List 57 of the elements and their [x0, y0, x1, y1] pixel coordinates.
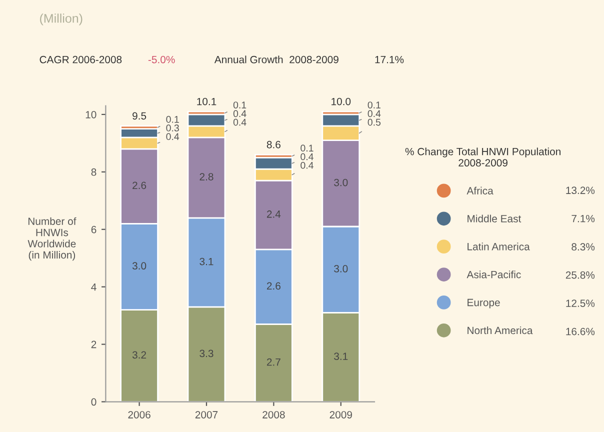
- x-tick-label: 2008: [262, 411, 285, 418]
- data-label: 2.4: [266, 210, 281, 218]
- data-label: 2.7: [266, 358, 280, 366]
- text: 16.6%: [566, 328, 595, 336]
- data-label: 0.4: [300, 153, 314, 160]
- data-label: 0.1: [300, 144, 314, 152]
- data-label: 0.4: [233, 110, 246, 118]
- text: 8.3%: [572, 243, 595, 251]
- text: CAGR 2006-2008: [40, 56, 122, 64]
- data-label: 3.0: [334, 265, 348, 272]
- y-tick-label: 10: [86, 110, 96, 118]
- data-label: 0.4: [166, 133, 180, 140]
- total-label: 8.6: [266, 140, 280, 148]
- data-label: 0.4: [300, 162, 314, 169]
- y-tick-label: 0: [91, 398, 96, 406]
- y-tick-label: 4: [91, 283, 96, 291]
- text: 12.5%: [566, 300, 595, 307]
- y-tick-label: 6: [91, 226, 96, 234]
- data-label: 0.3: [166, 124, 179, 132]
- data-label: 0.1: [368, 102, 380, 108]
- y-axis-title: Number of HNWIs Worldwide (in Million): [28, 217, 76, 261]
- text: Annual Growth 2008-2009: [214, 56, 338, 64]
- chart-title: (Million): [40, 14, 82, 26]
- y-tick-label: 2: [91, 340, 96, 348]
- legend-label: Africa: [466, 186, 494, 194]
- y-tick-label: 8: [91, 168, 96, 176]
- data-label: 2.6: [266, 282, 280, 290]
- data-label: 3.1: [200, 258, 214, 266]
- legend-title: % Change Total HNWI Population 2008-2009: [405, 148, 560, 167]
- total-label: 9.5: [132, 112, 146, 120]
- data-label: 2.8: [200, 173, 214, 180]
- total-label: 10.0: [332, 98, 351, 106]
- legend-label: Europe: [468, 298, 500, 308]
- legend-label: Latin America: [468, 242, 530, 250]
- data-label: 0.4: [368, 110, 381, 118]
- data-label: 3.1: [334, 352, 348, 360]
- data-label: 0.5: [368, 118, 381, 126]
- legend-label: Middle East: [468, 214, 522, 222]
- text: -5.0%: [148, 56, 175, 64]
- x-tick-label: 2009: [330, 411, 352, 418]
- data-label: 3.3: [200, 350, 214, 358]
- data-label: 3.0: [334, 178, 348, 186]
- data-label: 2.6: [132, 182, 146, 190]
- x-tick-label: 2007: [195, 411, 218, 418]
- data-label: 0.1: [166, 116, 179, 123]
- text: 7.1%: [572, 214, 595, 222]
- text: 17.1%: [375, 56, 404, 64]
- data-label: 0.4: [233, 118, 246, 126]
- data-label: 0.1: [233, 102, 246, 108]
- legend-label: North America: [468, 326, 533, 334]
- data-label: 3.0: [132, 262, 146, 270]
- text: 13.2%: [566, 186, 595, 194]
- data-label: 3.2: [132, 351, 146, 359]
- legend-label: Asia-Pacific: [466, 270, 521, 278]
- text: 25.8%: [566, 271, 595, 279]
- x-tick-label: 2006: [128, 411, 150, 418]
- total-label: 10.1: [197, 98, 216, 106]
